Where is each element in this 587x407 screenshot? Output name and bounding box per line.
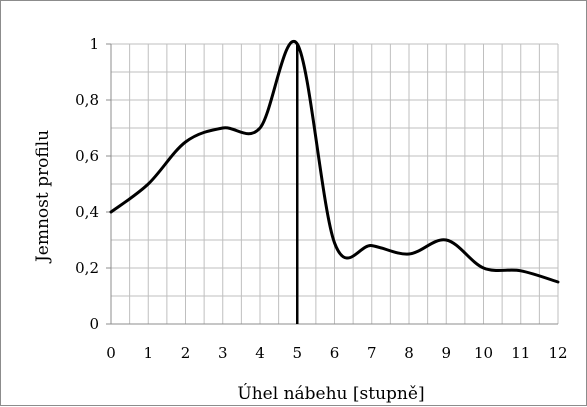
x-tick-label: 8	[404, 344, 414, 362]
y-tick-label: 0	[89, 315, 99, 333]
x-tick-label: 10	[474, 344, 493, 362]
y-tick-label: 0,4	[75, 203, 99, 221]
x-tick-label: 11	[511, 344, 530, 362]
x-tick-label: 1	[143, 344, 153, 362]
y-tick-label: 0,8	[75, 91, 99, 109]
x-tick-label: 0	[106, 344, 116, 362]
x-tick-label: 3	[218, 344, 228, 362]
x-tick-label: 4	[255, 344, 265, 362]
y-tick-label: 0,2	[75, 259, 99, 277]
y-tick-labels: 0 0,2 0,4 0,6 0,8 1	[75, 35, 99, 333]
x-axis-label: Úhel nábehu [stupně]	[237, 383, 424, 404]
x-tick-label: 9	[441, 344, 451, 362]
x-tick-label: 7	[367, 344, 377, 362]
grid	[111, 44, 558, 324]
x-tick-label: 6	[330, 344, 340, 362]
x-tick-label: 5	[292, 344, 302, 362]
y-tick-label: 0,6	[75, 147, 99, 165]
x-tick-label: 2	[181, 344, 191, 362]
y-axis-label: Jemnost profilu	[33, 130, 53, 264]
x-tick-label: 12	[548, 344, 567, 362]
y-tick-label: 1	[89, 35, 99, 53]
